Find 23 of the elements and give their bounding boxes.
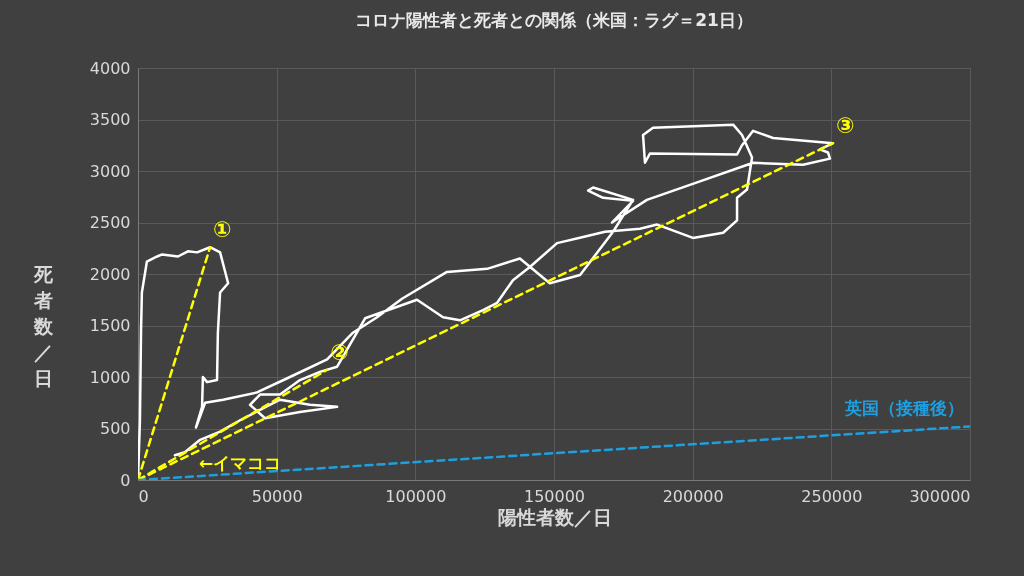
- x-tick-label: 100000: [385, 486, 447, 506]
- annotation: ①: [213, 217, 232, 243]
- y-tick-label: 1000: [89, 367, 131, 387]
- x-tick-label: 0: [138, 486, 149, 506]
- y-tick-label: 3500: [89, 110, 131, 129]
- y-tick-label: 500: [99, 419, 131, 438]
- y-tick-label: 4000: [89, 58, 131, 78]
- x-tick-label: 300000: [909, 486, 971, 506]
- y-tick-label: 2500: [89, 213, 131, 232]
- y-tick-label: 0: [120, 470, 131, 490]
- y-tick-label: 3000: [89, 161, 131, 181]
- y-axis-title: 死者数／日: [33, 262, 54, 389]
- chart-title: コロナ陽性者と死者との関係（米国：ラグ＝21日）: [355, 10, 753, 30]
- x-axis-title: 陽性者数／日: [497, 505, 612, 528]
- x-tick-label: 200000: [662, 486, 724, 506]
- annotation: ←イマココ: [198, 453, 282, 474]
- x-tick-label: 150000: [523, 486, 586, 506]
- annotation: ③: [836, 113, 855, 139]
- x-tick-label: 50000: [251, 486, 303, 506]
- x-tick-label: 250000: [801, 486, 863, 506]
- series-label: 英国（接種後）: [844, 398, 964, 419]
- y-tick-label: 2000: [89, 264, 131, 284]
- y-tick-label: 1500: [89, 316, 131, 335]
